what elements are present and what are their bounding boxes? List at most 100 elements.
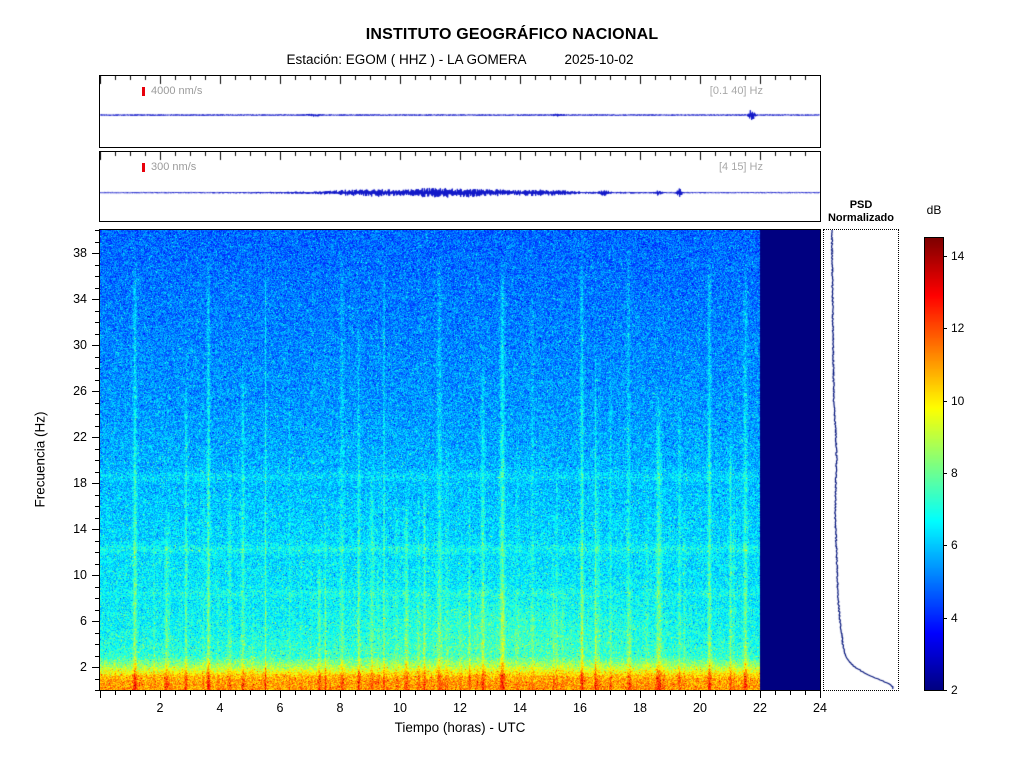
band-label-broadband: [0.1 40] Hz	[709, 85, 763, 97]
x-tick	[730, 691, 731, 695]
y-tick-label: 6	[80, 614, 87, 628]
x-tick	[235, 691, 236, 695]
psd-curve-canvas	[824, 230, 898, 690]
y-tick	[92, 299, 99, 300]
x-tick-label: 24	[813, 701, 827, 715]
x-tick-label: 20	[693, 701, 707, 715]
x-tick	[505, 691, 506, 695]
x-tick	[520, 691, 521, 698]
colorbar-tick	[943, 400, 947, 402]
x-tick-label: 4	[216, 701, 224, 715]
y-tick	[95, 460, 99, 461]
x-tick	[385, 691, 386, 695]
x-tick	[445, 691, 446, 695]
y-tick	[95, 517, 99, 519]
spectrogram-plot	[99, 229, 821, 691]
y-tick	[95, 402, 99, 404]
y-axis-label: Frecuencia (Hz)	[32, 411, 48, 508]
x-tick-label: 8	[336, 701, 344, 715]
psd-panel-title: PSD Normalizado	[821, 199, 901, 225]
x-tick	[685, 691, 686, 695]
x-tick	[550, 691, 551, 695]
colorbar-tick	[943, 256, 947, 258]
x-tick	[790, 691, 791, 695]
y-tick-label: 34	[73, 292, 87, 306]
psd-title-line1: PSD	[849, 199, 873, 211]
colorbar-tick	[943, 473, 947, 475]
x-tick	[250, 691, 251, 695]
x-tick-label: 14	[513, 701, 527, 715]
x-axis-label: Tiempo (horas) - UTC	[394, 720, 526, 735]
y-tick	[95, 414, 99, 415]
x-tick	[295, 691, 296, 695]
colorbar-canvas	[925, 238, 943, 690]
x-tick	[655, 691, 656, 695]
x-tick	[640, 691, 641, 698]
colorbar-tick-label: 4	[951, 610, 958, 625]
y-tick	[95, 586, 99, 588]
x-tick-label: 2	[156, 701, 164, 715]
x-tick	[670, 691, 671, 695]
y-tick	[95, 368, 99, 369]
x-tick	[190, 691, 191, 695]
x-tick	[745, 691, 746, 695]
y-tick	[95, 310, 99, 312]
x-tick	[325, 691, 326, 695]
y-tick	[92, 253, 99, 254]
x-tick	[700, 691, 701, 698]
colorbar-tick	[943, 690, 947, 691]
x-tick	[100, 691, 101, 698]
y-tick	[95, 287, 99, 289]
y-tick-label: 22	[73, 430, 87, 444]
y-tick-label: 18	[73, 476, 87, 490]
y-tick	[95, 356, 99, 358]
scale-marker	[142, 87, 145, 96]
y-tick	[95, 448, 99, 450]
y-tick	[95, 552, 99, 553]
x-tick-label: 18	[633, 701, 647, 715]
colorbar-tick	[943, 328, 947, 330]
x-tick	[475, 691, 476, 695]
x-tick	[535, 691, 536, 695]
x-tick-label: 12	[453, 701, 467, 715]
y-tick	[95, 655, 99, 657]
colorbar-ticks: 2 4 6 8 10 12 14	[943, 238, 983, 697]
y-tick-label: 26	[73, 384, 87, 398]
y-tick	[95, 632, 99, 634]
y-tick	[95, 471, 99, 473]
x-tick	[310, 691, 311, 695]
y-axis-ticks: 2 6 10 14 18 22 26 30 34 38	[64, 230, 99, 691]
x-tick-label: 6	[276, 701, 284, 715]
x-tick	[610, 691, 611, 695]
x-tick	[145, 691, 146, 695]
colorbar	[924, 237, 944, 691]
x-tick	[490, 691, 491, 695]
x-tick	[580, 691, 581, 698]
colorbar-tick-label: 10	[951, 393, 965, 408]
colorbar-tick	[943, 545, 947, 547]
y-tick	[95, 425, 99, 427]
y-tick	[95, 322, 99, 323]
y-tick	[92, 391, 99, 392]
y-tick	[95, 506, 99, 507]
y-tick	[95, 241, 99, 243]
psd-title-line2: Normalizado	[827, 212, 894, 224]
colorbar-tick-label: 8	[951, 466, 958, 481]
y-tick	[92, 437, 99, 438]
x-tick	[220, 691, 221, 698]
x-tick	[265, 691, 266, 695]
x-tick	[400, 691, 401, 698]
y-tick-label: 14	[73, 522, 87, 536]
y-tick	[92, 529, 99, 530]
scale-marker	[142, 163, 145, 172]
x-tick	[340, 691, 341, 698]
x-tick	[715, 691, 716, 695]
x-tick	[775, 691, 776, 695]
x-tick	[370, 691, 371, 695]
station-label: Estación: EGOM ( HHZ ) - LA GOMERA	[286, 52, 527, 67]
y-tick	[95, 644, 99, 645]
y-tick	[95, 609, 99, 611]
y-tick-label: 38	[73, 246, 87, 260]
x-tick	[820, 691, 821, 698]
